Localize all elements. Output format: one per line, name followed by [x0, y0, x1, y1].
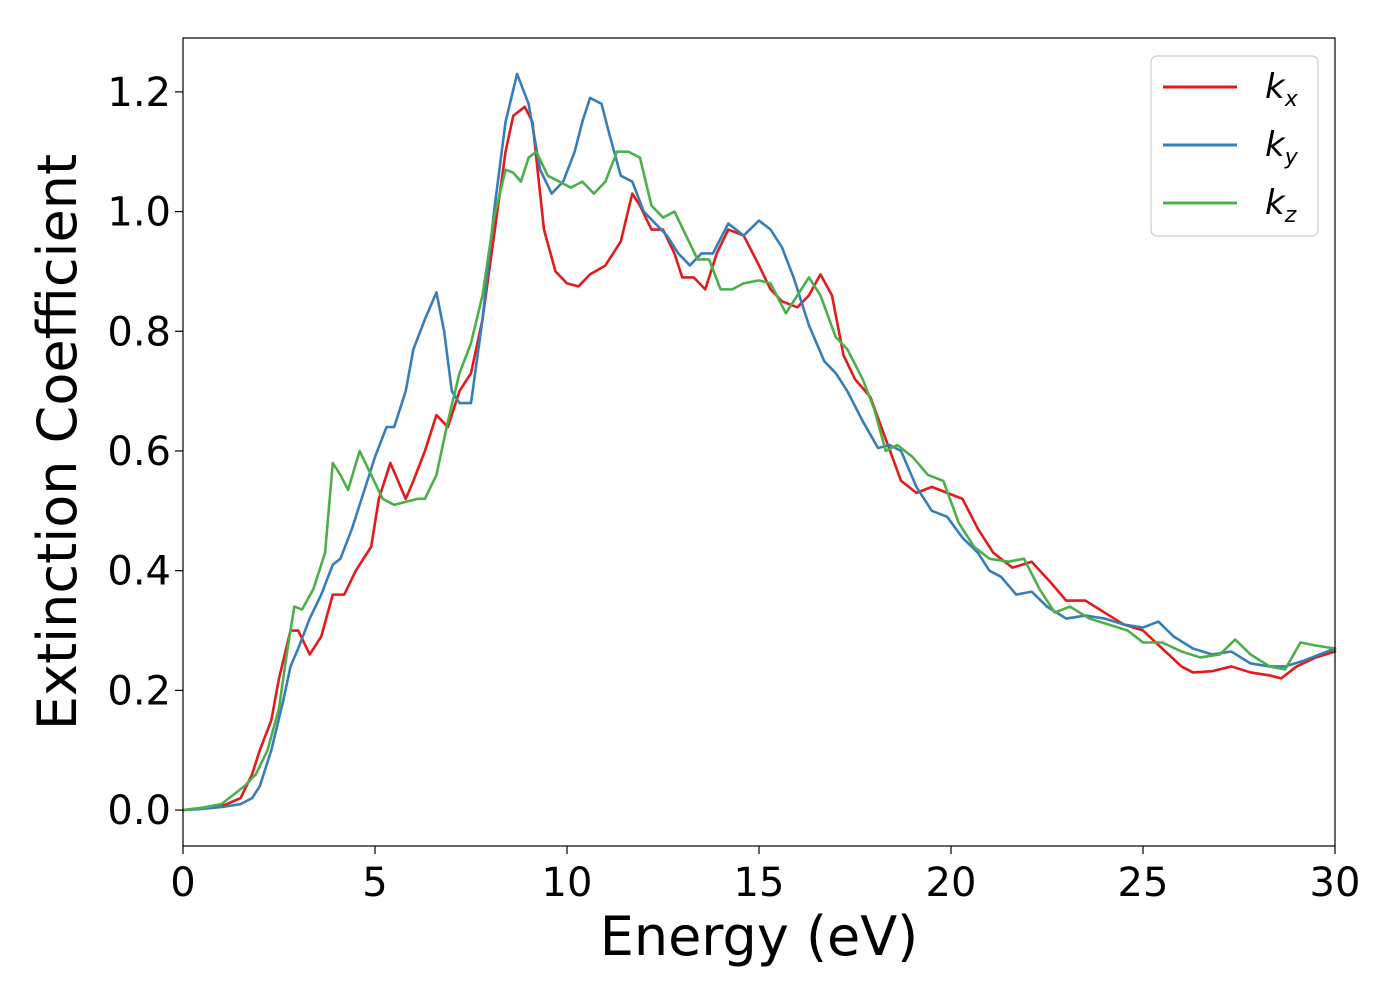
x-axis: 0 5 10 15 20 25 30	[170, 846, 1360, 906]
legend-label-kx: kx	[1265, 67, 1299, 112]
legend-label-kz: kz	[1265, 183, 1297, 228]
y-axis: 0.0 0.2 0.4 0.6 0.8 1.0 1.2	[107, 70, 183, 834]
y-tick-label: 0.6	[107, 429, 171, 475]
y-tick-label: 1.0	[107, 190, 171, 236]
plot-background	[183, 38, 1335, 846]
x-tick-label: 25	[1118, 860, 1169, 906]
series-line-ky	[181, 72, 1337, 812]
x-tick-label: 5	[362, 860, 387, 906]
y-tick-label: 0.4	[107, 549, 171, 595]
x-tick-label: 10	[542, 860, 593, 906]
series-line-kz	[181, 150, 1337, 812]
x-tick-label: 20	[926, 860, 977, 906]
series-line-kx	[181, 105, 1337, 812]
x-tick-label: 30	[1310, 860, 1361, 906]
x-axis-title: Energy (eV)	[600, 905, 919, 968]
y-tick-label: 0.8	[107, 309, 171, 355]
y-tick-label: 0.0	[107, 788, 171, 834]
y-tick-label: 0.2	[107, 668, 171, 714]
y-tick-label: 1.2	[107, 70, 171, 116]
y-axis-title: Extinction Coefficient	[26, 154, 89, 730]
x-tick-label: 15	[734, 860, 785, 906]
series-layer	[181, 72, 1337, 812]
legend-label-ky: ky	[1265, 125, 1299, 170]
x-tick-label: 0	[170, 860, 195, 906]
legend: kx ky kz	[1150, 55, 1319, 237]
